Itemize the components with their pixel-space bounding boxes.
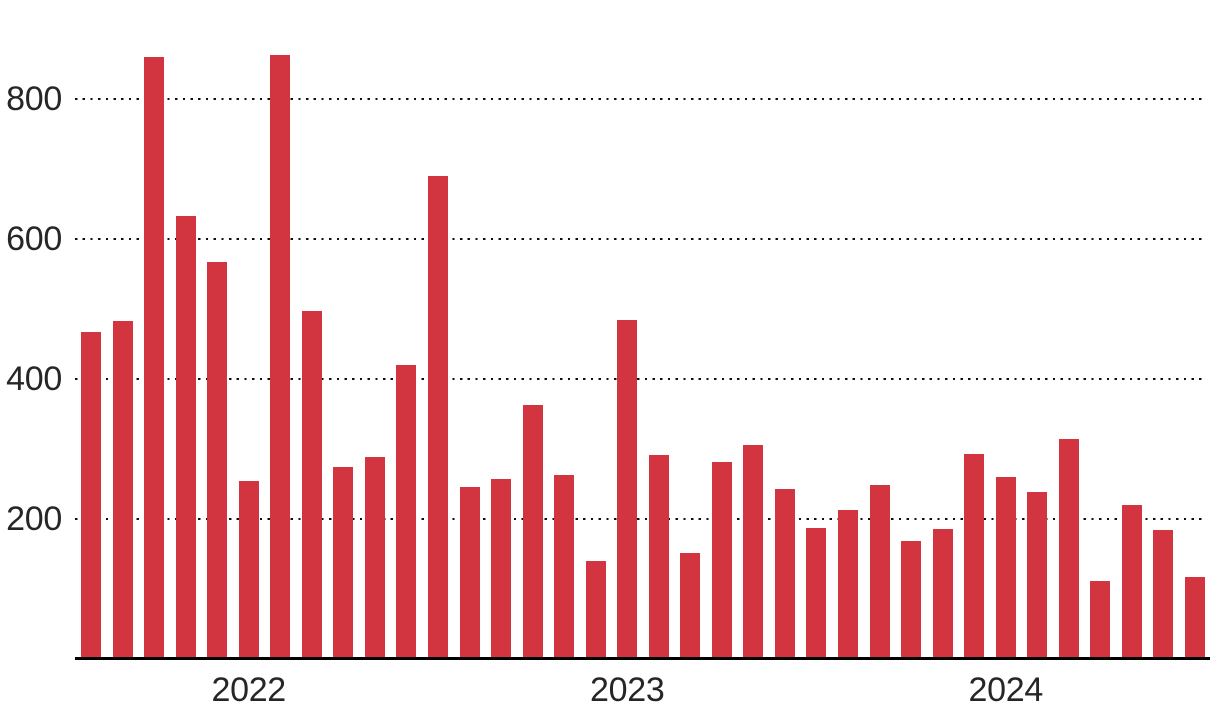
bar-2023-04: [554, 475, 575, 657]
bar-2023-11: [774, 489, 795, 657]
bar-2022-01: [81, 331, 101, 657]
bar-2022-12: [427, 176, 448, 657]
x-tick-label-2024: 2024: [968, 671, 1044, 709]
y-gridline-600: [75, 237, 1206, 241]
bar-2022-04: [175, 215, 196, 657]
y-tick-label-600: 600: [6, 220, 62, 259]
bar-2023-08: [680, 552, 701, 657]
bar-2023-02: [491, 478, 512, 657]
bar-2023-01: [459, 487, 480, 657]
bar-2024-06: [995, 476, 1016, 657]
bar-2022-02: [112, 320, 133, 657]
bar-2023-07: [648, 454, 669, 657]
bar-2024-02: [869, 485, 890, 657]
bar-2023-06: [617, 320, 638, 657]
bar-2023-09: [711, 461, 732, 657]
bar-2024-08: [1058, 438, 1079, 657]
bar-2022-11: [396, 364, 417, 657]
bar-2023-12: [806, 527, 827, 657]
bar-2023-03: [522, 405, 543, 657]
bar-2023-05: [585, 560, 606, 657]
bar-2024-04: [932, 529, 953, 657]
bar-2024-12: [1185, 576, 1205, 657]
bar-2022-03: [144, 56, 165, 657]
bar-2022-06: [238, 480, 259, 657]
bar-2022-07: [270, 55, 291, 657]
x-tick-label-2023: 2023: [590, 671, 665, 709]
bar-2024-11: [1153, 530, 1174, 657]
y-tick-label-800: 800: [6, 80, 62, 119]
y-tick-label-400: 400: [6, 359, 62, 398]
y-tick-label-200: 200: [6, 499, 62, 538]
bar-2024-07: [1027, 492, 1048, 657]
x-axis-line: [75, 657, 1210, 660]
y-gridline-800: [75, 98, 1206, 101]
bar-2022-08: [301, 310, 322, 657]
bar-2024-03: [901, 540, 922, 657]
bar-2022-09: [333, 466, 354, 657]
y-gridline-200: [75, 517, 1206, 520]
bar-2023-10: [743, 445, 764, 657]
bar-2022-10: [364, 457, 385, 657]
y-gridline-400: [75, 377, 1206, 381]
bar-2022-05: [207, 262, 228, 657]
bar-2024-05: [964, 453, 985, 657]
bar-2024-01: [838, 510, 859, 657]
x-tick-label-2022: 2022: [211, 671, 286, 709]
bar-2024-10: [1121, 505, 1142, 657]
bar-2024-09: [1090, 580, 1111, 657]
